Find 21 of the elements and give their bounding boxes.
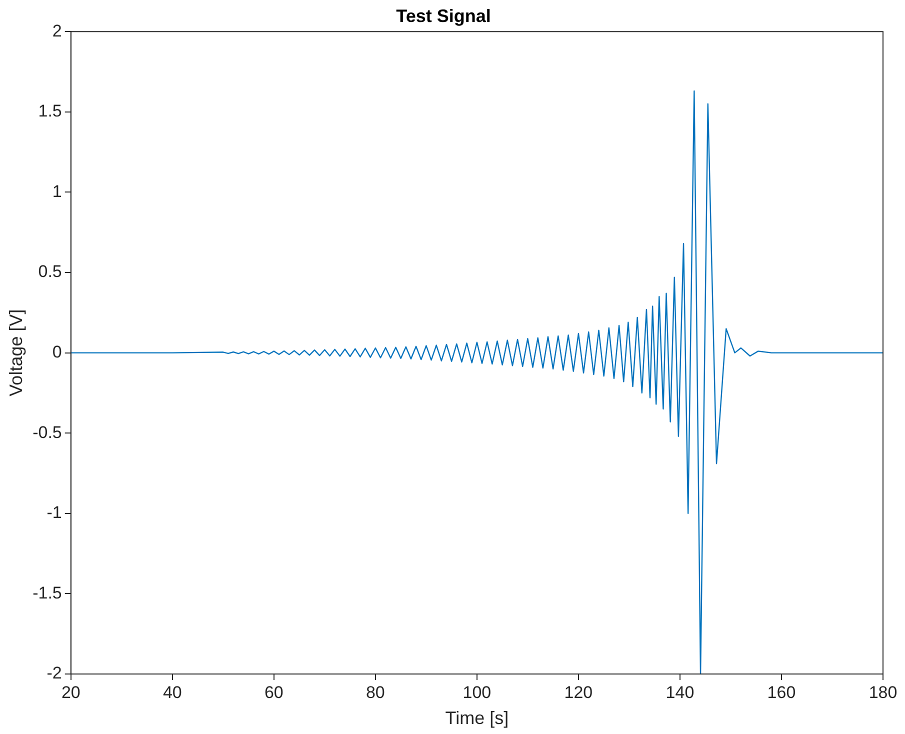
- y-tick-label: 0.5: [38, 262, 62, 282]
- x-axis-title: Time [s]: [445, 708, 509, 728]
- x-tick-label: 60: [264, 682, 284, 702]
- x-tick-label: 20: [61, 682, 80, 702]
- y-tick-label: -2: [46, 664, 62, 683]
- y-tick-label: 1: [52, 182, 62, 201]
- y-tick-label: -1.5: [32, 583, 62, 602]
- x-tick-label: 120: [564, 682, 593, 702]
- x-tick-label: 140: [666, 682, 694, 702]
- y-tick-label: 2: [52, 21, 62, 40]
- x-tick-label: 160: [767, 682, 796, 702]
- y-tick-label: -0.5: [32, 422, 62, 442]
- chart-title: Test Signal: [396, 6, 491, 26]
- y-axis-title: Voltage [V]: [6, 309, 26, 396]
- x-tick-label: 40: [162, 682, 182, 702]
- x-tick-label: 100: [462, 682, 492, 702]
- y-tick-label: 0: [52, 342, 62, 362]
- y-tick-label: -1: [46, 503, 62, 522]
- x-tick-label: 80: [366, 682, 385, 702]
- x-tick-label: 180: [868, 682, 898, 702]
- y-tick-label: 1.5: [38, 102, 62, 121]
